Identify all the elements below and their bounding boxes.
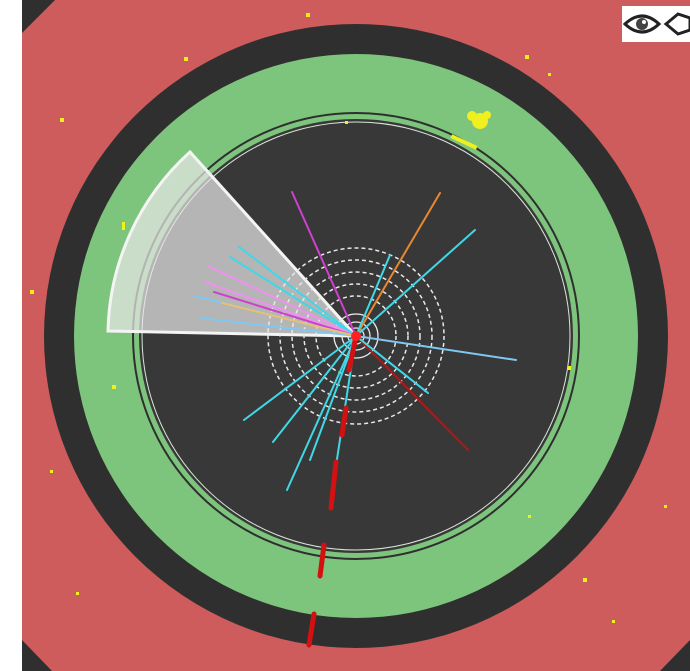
track-cyan bbox=[355, 254, 391, 337]
track-lightblue bbox=[355, 335, 517, 361]
track-cyan bbox=[309, 335, 357, 461]
track-cyan bbox=[355, 229, 476, 337]
ecal-energy-deposits bbox=[112, 111, 571, 518]
solenoid-outline bbox=[132, 112, 580, 560]
track-magenta bbox=[213, 291, 357, 337]
particle-tracks bbox=[194, 191, 517, 491]
eye-icon[interactable] bbox=[622, 6, 662, 42]
muon-track bbox=[306, 333, 359, 648]
solenoid-outline-inner bbox=[141, 121, 571, 551]
image-border bbox=[0, 0, 22, 671]
track-orange bbox=[355, 192, 441, 337]
track-cyan bbox=[229, 256, 357, 337]
track-pink bbox=[204, 281, 357, 337]
corner-dark-bl bbox=[22, 640, 52, 671]
track-cyan bbox=[355, 335, 429, 394]
outer-energy-deposits bbox=[30, 13, 667, 623]
corner-dark-br bbox=[660, 640, 690, 671]
track-cyan bbox=[272, 335, 357, 443]
corner-dark-tl bbox=[22, 0, 55, 33]
track-pink bbox=[207, 265, 357, 337]
track-cyan bbox=[286, 335, 357, 491]
jet-cone bbox=[106, 149, 360, 338]
primary-vertex bbox=[351, 331, 361, 341]
track-cyan bbox=[243, 335, 357, 421]
track-lightblue bbox=[199, 317, 357, 337]
fish-icon[interactable] bbox=[662, 6, 690, 42]
track-red bbox=[355, 335, 469, 451]
track-orange bbox=[221, 302, 357, 337]
track-magenta bbox=[291, 191, 357, 337]
track-cyan bbox=[237, 245, 357, 337]
silicon-tracker-layers bbox=[267, 247, 445, 425]
